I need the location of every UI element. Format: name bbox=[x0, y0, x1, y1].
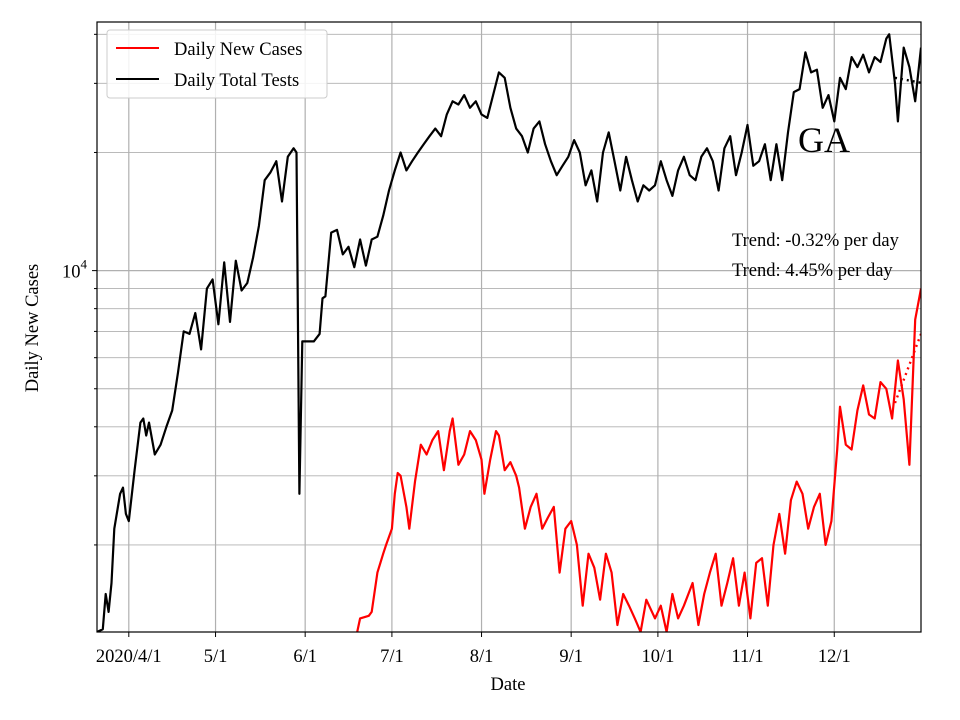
ticks: 2020/4/1 5/1 6/1 7/1 8/1 9/1 10/1 11/1 12/1 104 bbox=[62, 33, 851, 667]
grid bbox=[97, 22, 921, 632]
legend: Daily New Cases Daily Total Tests bbox=[106, 29, 328, 99]
legend-label-daily-total-tests: Daily Total Tests bbox=[174, 71, 299, 91]
x-tick-label: 6/1 bbox=[293, 647, 317, 667]
x-tick-label: 5/1 bbox=[204, 647, 228, 667]
x-tick-label: 8/1 bbox=[470, 647, 494, 667]
series-line-daily-new-cases bbox=[356, 288, 921, 632]
series-layer bbox=[97, 33, 921, 632]
legend-label-daily-new-cases: Daily New Cases bbox=[174, 40, 302, 60]
y-axis-label: Daily New Cases bbox=[23, 264, 43, 392]
trend-annotation-tests: Trend: -0.32% per day bbox=[732, 231, 900, 251]
trend-line-daily-total-tests bbox=[894, 76, 921, 84]
x-tick-label: 7/1 bbox=[380, 647, 404, 667]
chart-title: GA bbox=[798, 120, 850, 160]
x-tick-label: 9/1 bbox=[559, 647, 583, 667]
legend-box bbox=[106, 29, 328, 99]
x-tick-label: 2020/4/1 bbox=[96, 647, 162, 667]
trend-line-daily-new-cases bbox=[893, 333, 921, 404]
x-tick-label: 11/1 bbox=[731, 647, 763, 667]
x-axis-label: Date bbox=[491, 675, 526, 695]
x-tick-label: 12/1 bbox=[818, 647, 851, 667]
plot-frame bbox=[96, 21, 922, 633]
y-tick-label: 104 bbox=[62, 257, 88, 283]
trend-annotation-cases: Trend: 4.45% per day bbox=[732, 261, 893, 281]
series-line-daily-total-tests bbox=[97, 33, 921, 632]
x-tick-label: 10/1 bbox=[641, 647, 674, 667]
